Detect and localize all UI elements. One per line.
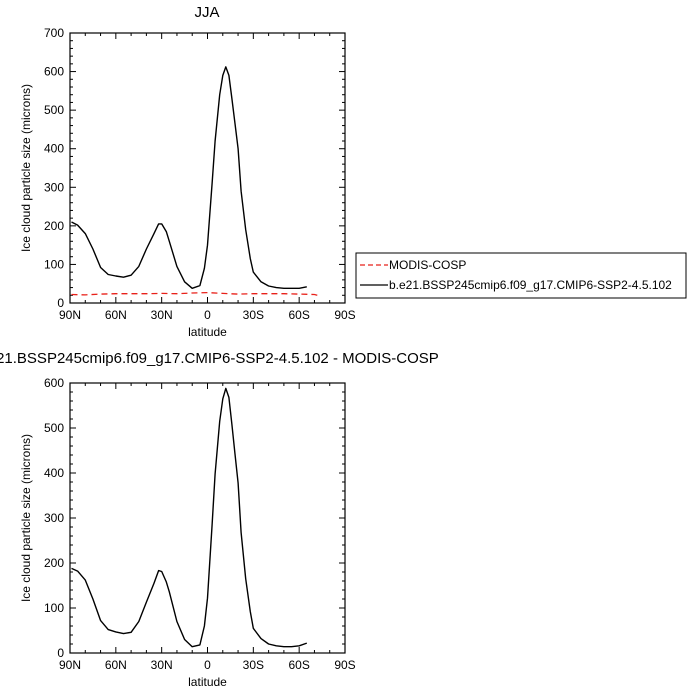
y-tick-label: 600 — [44, 65, 64, 79]
y-tick-label: 500 — [44, 421, 64, 435]
x-tick-label: 30N — [151, 658, 173, 672]
plot-frame — [69, 382, 346, 654]
x-axis-label: latitude — [188, 325, 227, 339]
x-tick-label: 60S — [288, 308, 309, 322]
y-tick-label: 700 — [44, 26, 64, 40]
x-tick-label: 60N — [105, 658, 127, 672]
x-tick-label: 0 — [204, 308, 211, 322]
x-tick-label: 90S — [334, 308, 355, 322]
x-tick-label: 60N — [105, 308, 127, 322]
x-tick-label: 90S — [334, 658, 355, 672]
y-tick-label: 400 — [44, 466, 64, 480]
x-tick-label: 60S — [288, 658, 309, 672]
x-tick-label: 0 — [204, 658, 211, 672]
y-tick-label: 300 — [44, 180, 64, 194]
plot-frame — [69, 32, 346, 304]
x-tick-label: 90N — [59, 308, 81, 322]
x-tick-label: 30N — [151, 308, 173, 322]
y-axis-label: Ice cloud particle size (microns) — [19, 434, 33, 602]
y-tick-label: 100 — [44, 257, 64, 271]
chart-title: b.e21.BSSP245cmip6.f09_g17.CMIP6-SSP2-4.… — [0, 350, 439, 367]
y-tick-label: 400 — [44, 142, 64, 156]
series-line-modis-cosp — [71, 291, 318, 296]
y-tick-label: 0 — [57, 296, 64, 310]
x-axis-label: latitude — [188, 675, 227, 689]
y-tick-label: 600 — [44, 376, 64, 390]
y-tick-label: 0 — [57, 646, 64, 660]
x-tick-label: 90N — [59, 658, 81, 672]
series-line-model — [71, 387, 308, 648]
legend-entry: MODIS-COSP — [389, 258, 466, 272]
chart-2: b.e21.BSSP245cmip6.f09_g17.CMIP6-SSP2-4.… — [0, 350, 439, 689]
legend: MODIS-COSP b.e21.BSSP245cmip6.f09_g17.CMI… — [355, 252, 687, 299]
y-tick-label: 500 — [44, 103, 64, 117]
y-axis-label: Ice cloud particle size (microns) — [19, 84, 33, 252]
y-tick-label: 100 — [44, 601, 64, 615]
y-tick-label: 200 — [44, 556, 64, 570]
y-tick-label: 300 — [44, 511, 64, 525]
x-tick-label: 30S — [243, 308, 264, 322]
chart-title: JJA — [194, 4, 219, 21]
legend-box — [355, 252, 687, 299]
series-line-model — [71, 66, 307, 289]
x-tick-label: 30S — [243, 658, 264, 672]
legend-entry: b.e21.BSSP245cmip6.f09_g17.CMIP6-SSP2-4.… — [389, 278, 672, 292]
chart-1: JJA 0 100 200 300 400 500 600 700 90N 60N 30N 0 30S 60… — [19, 4, 687, 339]
y-tick-label: 200 — [44, 219, 64, 233]
